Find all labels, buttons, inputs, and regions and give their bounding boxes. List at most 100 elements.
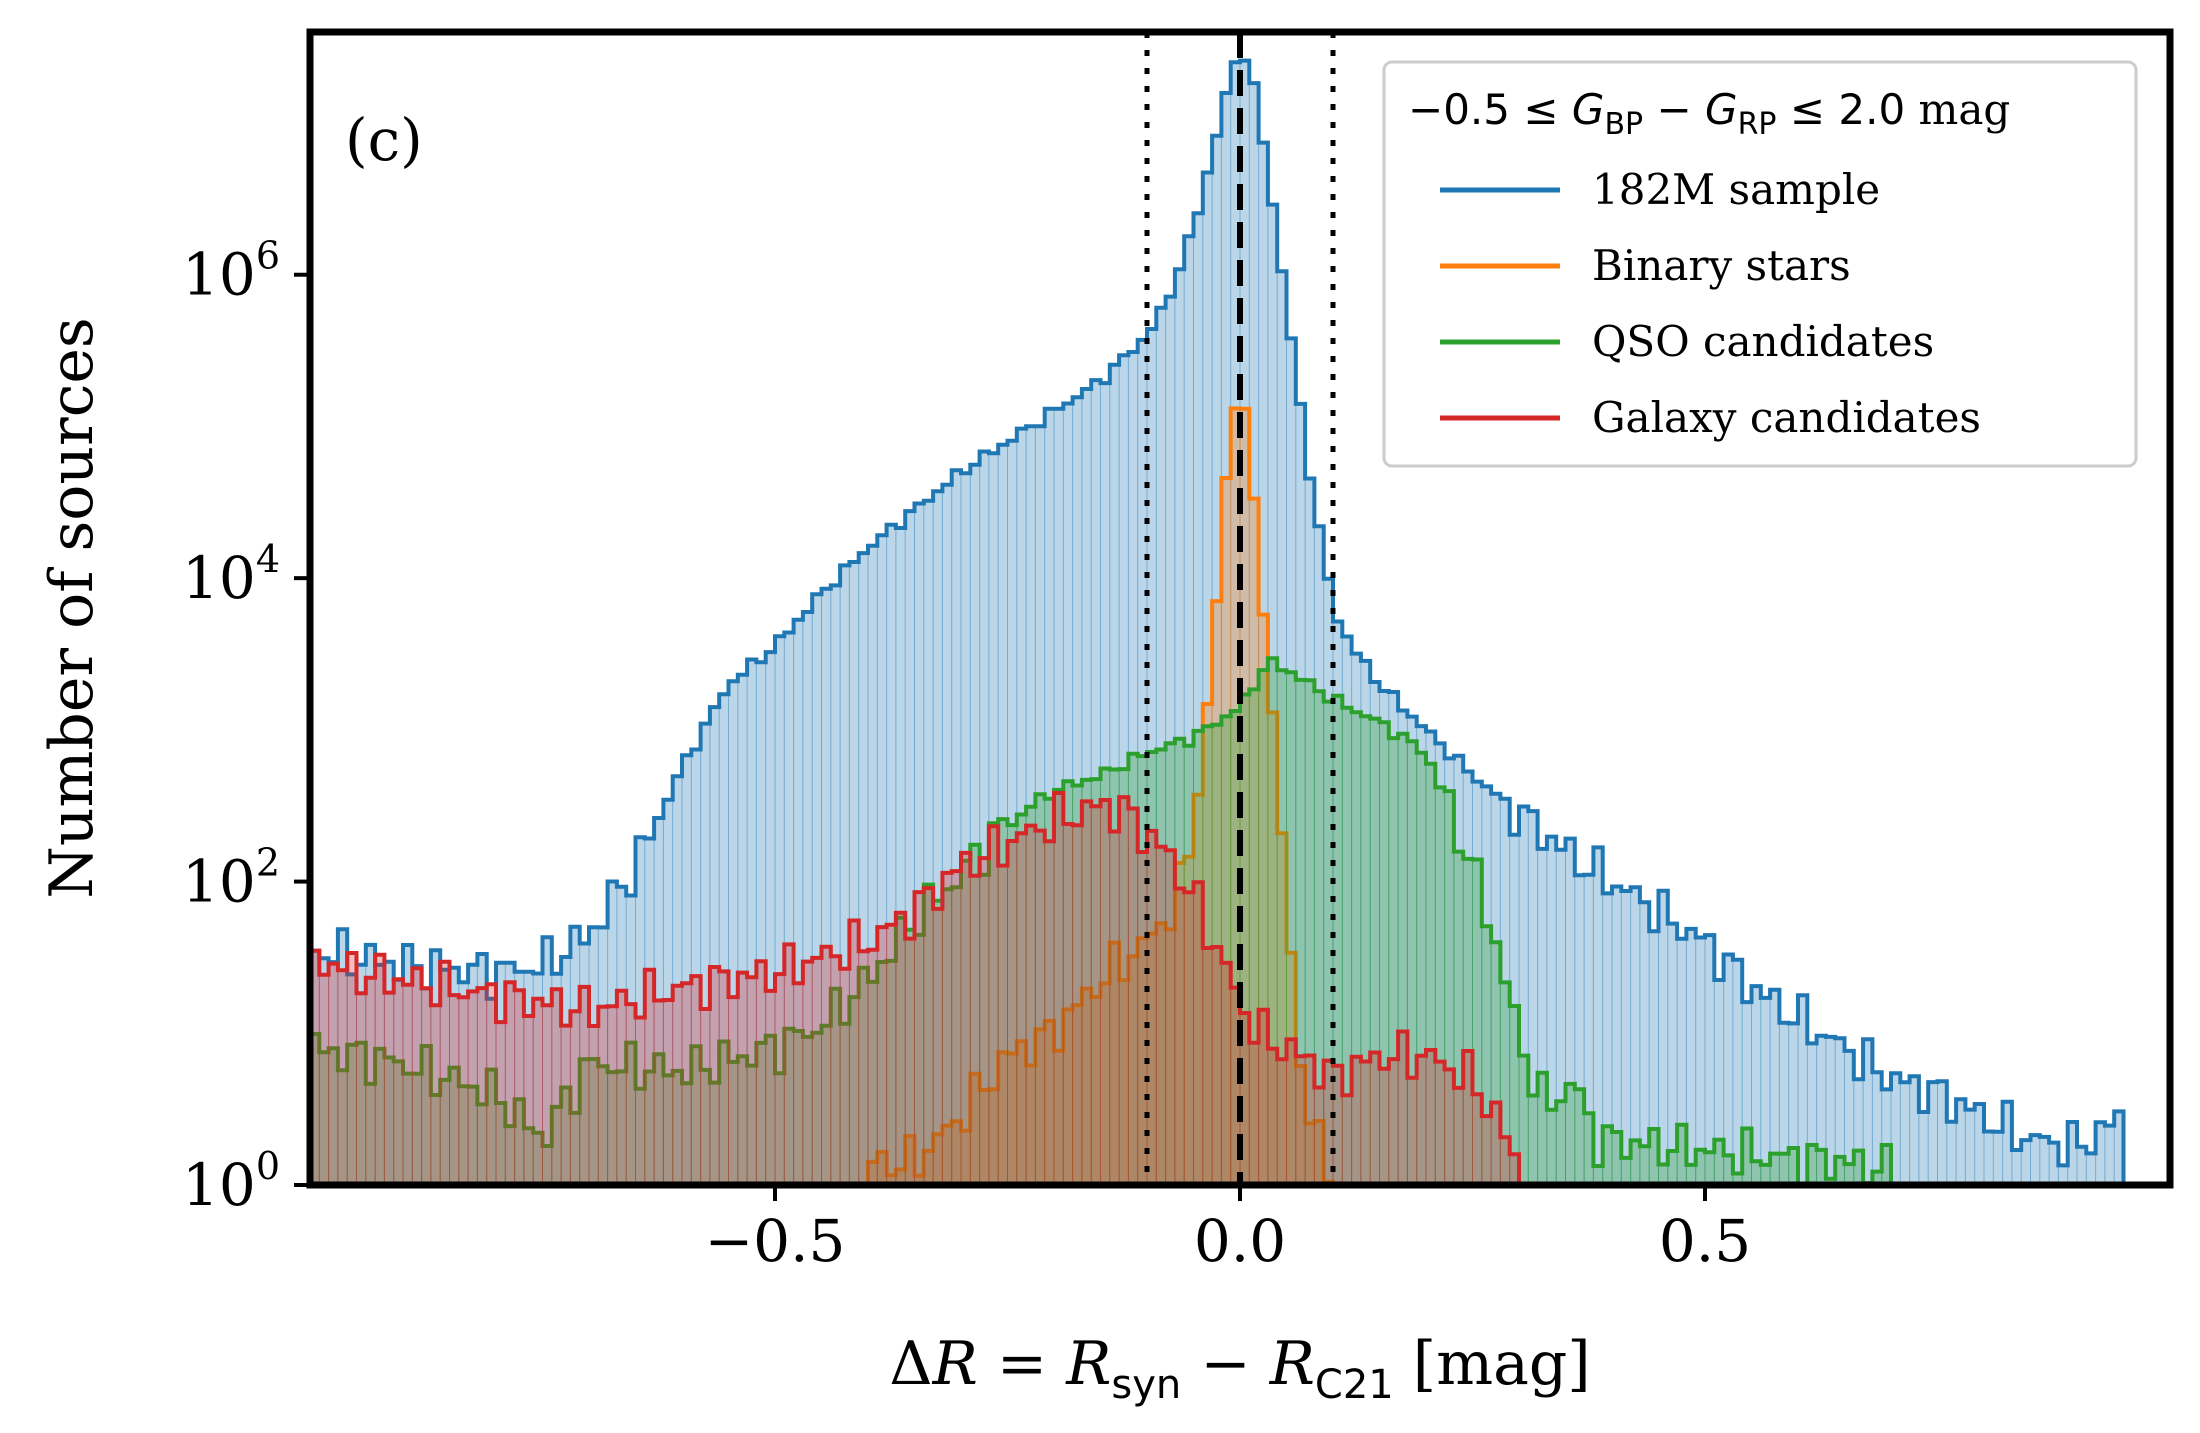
- legend-label: QSO candidates: [1592, 317, 1934, 366]
- histogram-bar: [1062, 823, 1074, 1185]
- y-tick-label: 100: [182, 1144, 280, 1219]
- histogram-bar: [904, 938, 916, 1185]
- histogram-bar: [1100, 799, 1111, 1185]
- histogram-bar: [1295, 1055, 1306, 1185]
- histogram-bar: [1090, 805, 1101, 1185]
- histogram-bar: [755, 960, 767, 1185]
- histogram-bar: [597, 1006, 609, 1185]
- histogram-bar: [895, 912, 906, 1185]
- histogram-bar: [1220, 962, 1232, 1185]
- histogram-bar: [1248, 1042, 1260, 1185]
- histogram-bar: [1992, 1131, 2004, 1185]
- histogram-bar: [421, 987, 432, 1185]
- histogram-bar: [700, 1008, 711, 1185]
- histogram-bar: [542, 1004, 553, 1185]
- histogram-bar: [1964, 1109, 1976, 1185]
- legend-box: [1382, 60, 2138, 468]
- histogram-bar: [607, 1005, 618, 1185]
- histogram-bar: [830, 955, 841, 1185]
- series-outline: [310, 58, 2126, 1185]
- histogram-bar: [1453, 1087, 1464, 1185]
- histogram-bar: [569, 1010, 581, 1185]
- panel-label: (c): [345, 106, 423, 174]
- histogram-bar: [1546, 1109, 1557, 1185]
- histogram-bar: [1276, 1058, 1287, 1185]
- histogram-bar: [1313, 1087, 1325, 1185]
- histogram-bar: [1016, 832, 1027, 1185]
- legend-label: Galaxy candidates: [1592, 393, 1981, 442]
- histogram-bar: [1555, 1100, 1566, 1185]
- histogram-bar: [1406, 1077, 1418, 1185]
- histogram-bar: [1425, 1049, 1436, 1185]
- histogram-bar: [960, 852, 971, 1185]
- histogram-bar: [1639, 1145, 1650, 1185]
- series-outline: [310, 791, 1521, 1185]
- x-axis-ticks: −0.5 0.0 0.5: [705, 1185, 1751, 1275]
- histogram-bar: [1155, 846, 1167, 1185]
- histogram-bar: [932, 908, 943, 1185]
- histogram-bar: [532, 998, 544, 1185]
- histogram-bar: [886, 924, 897, 1185]
- histogram-bar: [997, 865, 1009, 1185]
- series-qso-candidates: [310, 656, 1893, 1185]
- histogram-bar: [867, 949, 878, 1185]
- legend-title: −0.5 ≤ GBP − GRP ≤ 2.0 mag: [1408, 85, 2010, 142]
- x-tick-label: 0.5: [1659, 1207, 1751, 1275]
- histogram-bar: [988, 825, 999, 1185]
- histogram-bar: [365, 977, 376, 1185]
- y-axis-ticks: 100 102 104 106: [182, 234, 310, 1219]
- histogram-bar: [1072, 824, 1083, 1185]
- legend-label: Binary stars: [1592, 241, 1851, 290]
- histogram-bar: [653, 1000, 664, 1185]
- histogram-bar: [1620, 1157, 1632, 1185]
- histogram-bar: [1369, 1052, 1380, 1185]
- histogram-bar: [2104, 1125, 2115, 1185]
- histogram-bar: [476, 987, 488, 1185]
- series-galaxy-candidates: [310, 791, 1521, 1185]
- histogram-bar: [328, 963, 339, 1185]
- histogram-bar: [1899, 1081, 1911, 1185]
- histogram-bar: [458, 996, 469, 1185]
- histogram-bar: [718, 970, 730, 1185]
- histogram-bar: [737, 972, 748, 1185]
- histogram-bar: [1202, 947, 1213, 1185]
- histogram-bar: [728, 996, 739, 1185]
- histogram-bar: [616, 990, 627, 1185]
- y-axis-label: Number of sources: [37, 317, 107, 898]
- legend-entry: 182M sample: [1440, 165, 1880, 214]
- histogram-bar: [979, 857, 990, 1185]
- histogram-bar: [1044, 840, 1055, 1185]
- histogram-bar: [1434, 1061, 1446, 1185]
- histogram-bar: [1109, 831, 1120, 1185]
- reference-lines: [1144, 32, 1336, 1185]
- histogram-bar: [876, 926, 888, 1185]
- legend-entries: 182M sample Binary stars QSO candidates Gal…: [1440, 165, 1981, 442]
- histogram-bar: [1946, 1121, 1957, 1185]
- histogram-bar: [1267, 1048, 1278, 1185]
- histogram-bar: [1081, 800, 1092, 1185]
- histogram-bar: [1481, 1115, 1492, 1185]
- histogram-bar: [393, 978, 404, 1185]
- histogram-bar: [625, 1003, 637, 1185]
- series-outline: [310, 656, 1893, 1185]
- histogram-bar: [383, 992, 395, 1185]
- histogram-bar: [746, 976, 757, 1185]
- histogram-bar: [662, 999, 674, 1185]
- histogram-bar: [681, 982, 692, 1185]
- series-182m-sample: [310, 58, 2126, 1185]
- histogram-bar: [765, 990, 776, 1185]
- histogram-bar: [1983, 1131, 1994, 1185]
- histogram-bar: [793, 982, 804, 1185]
- histogram-bar: [318, 974, 330, 1185]
- x-tick-label: −0.5: [705, 1207, 846, 1275]
- histogram-bar: [672, 985, 683, 1185]
- histogram-bar: [1165, 849, 1176, 1185]
- histogram-bar: [1388, 1058, 1399, 1185]
- histogram-bar: [2011, 1149, 2022, 1185]
- histogram-bar: [1704, 1151, 1715, 1185]
- y-tick-label: 102: [182, 841, 280, 916]
- histogram-bar: [588, 1025, 599, 1185]
- histogram-bar: [1918, 1111, 1929, 1185]
- series-layer: [310, 58, 2126, 1185]
